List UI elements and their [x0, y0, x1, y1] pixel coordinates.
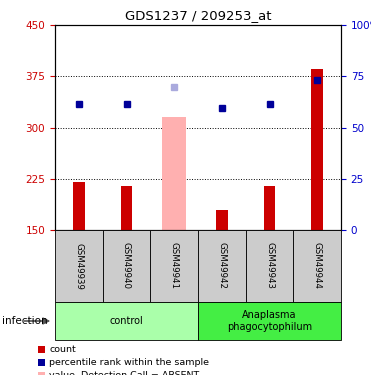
Text: percentile rank within the sample: percentile rank within the sample	[49, 358, 209, 367]
Bar	[311, 69, 323, 230]
Text: GSM49944: GSM49944	[313, 243, 322, 290]
Text: control: control	[109, 316, 143, 326]
Text: GSM49941: GSM49941	[170, 243, 179, 290]
Bar	[121, 186, 132, 230]
Bar	[162, 117, 186, 230]
Text: count: count	[49, 345, 76, 354]
Bar	[73, 182, 85, 230]
Text: GSM49943: GSM49943	[265, 243, 274, 290]
Text: value, Detection Call = ABSENT: value, Detection Call = ABSENT	[49, 371, 199, 375]
Text: GSM49939: GSM49939	[74, 243, 83, 290]
Text: Anaplasma
phagocytophilum: Anaplasma phagocytophilum	[227, 310, 312, 332]
Text: GSM49942: GSM49942	[217, 243, 226, 290]
Bar	[216, 210, 228, 230]
Bar	[263, 186, 275, 230]
Title: GDS1237 / 209253_at: GDS1237 / 209253_at	[125, 9, 271, 22]
Text: infection: infection	[2, 316, 47, 326]
Text: GSM49940: GSM49940	[122, 243, 131, 290]
